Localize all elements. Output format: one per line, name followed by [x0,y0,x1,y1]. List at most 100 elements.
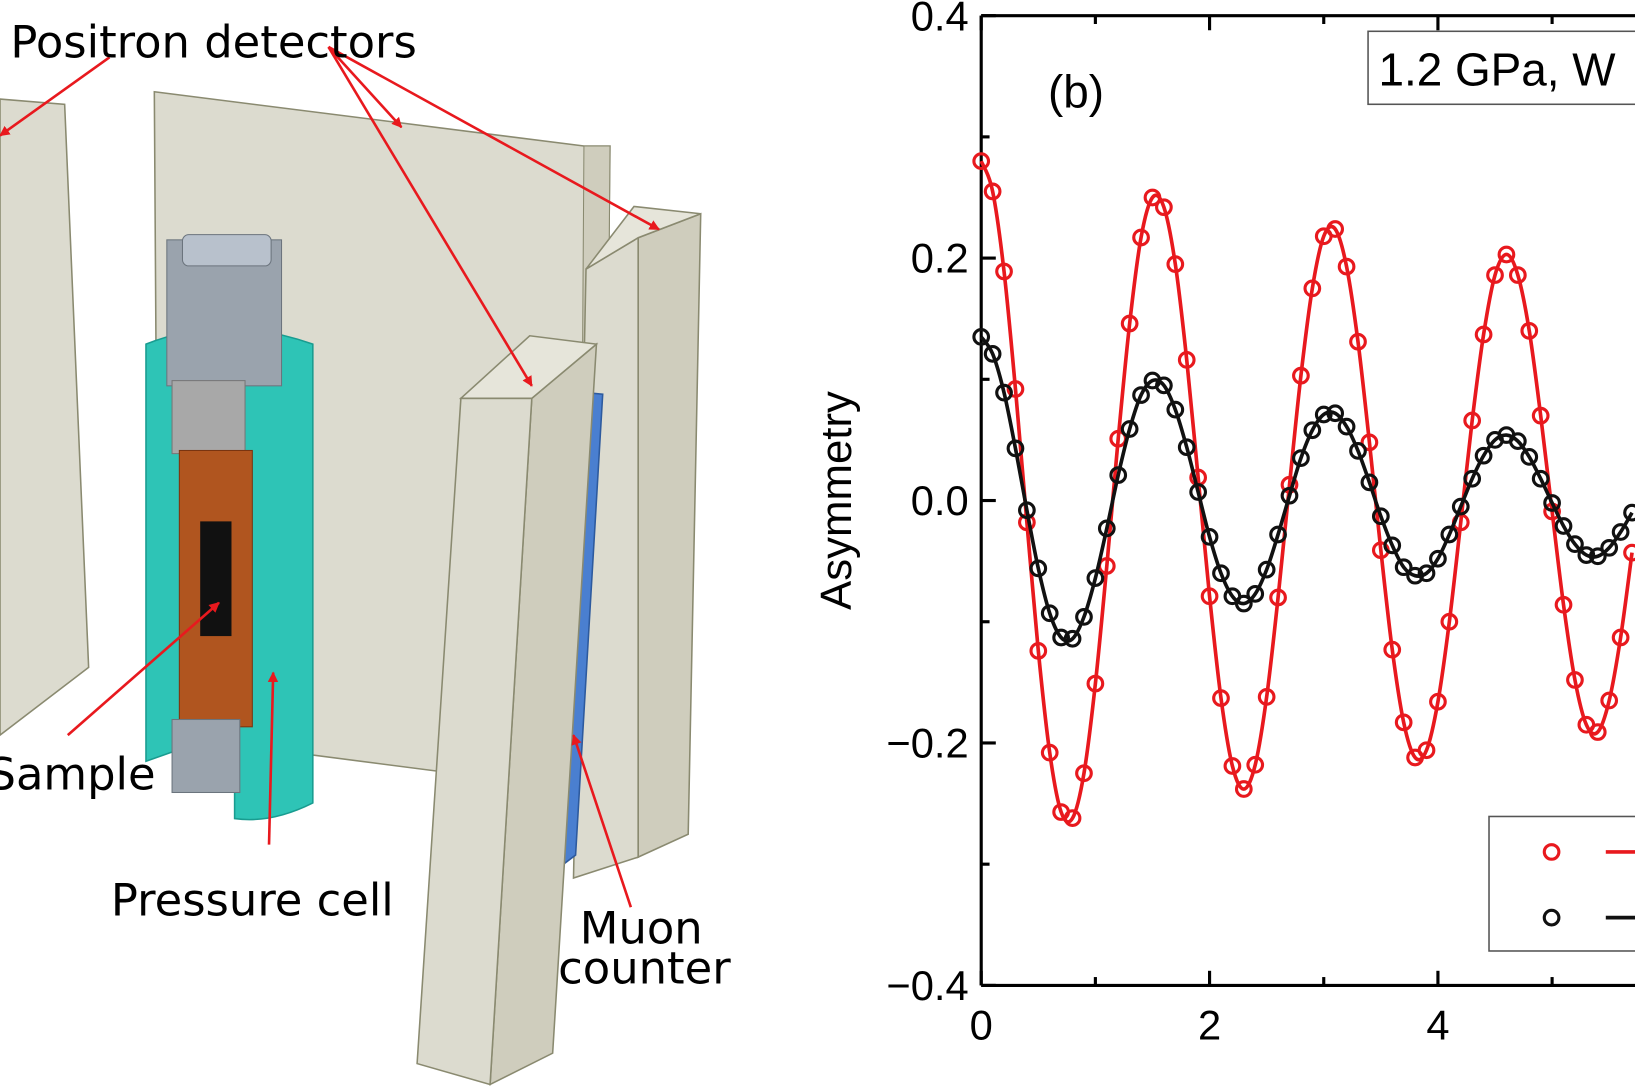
data-point [1200,528,1219,546]
data-point [1143,188,1162,207]
data-point [1417,564,1436,583]
data-point [1269,588,1287,607]
legend-marker [1542,843,1561,861]
data-point [1611,523,1630,541]
data-point [1029,559,1048,578]
apparatus-drawing [0,90,702,1086]
data-point [1155,376,1173,395]
data-point [1349,441,1367,460]
data-point [1383,536,1402,555]
data-point [1200,587,1219,606]
x-tick-label: 0 [970,1002,993,1049]
y-tick-label: 0.2 [911,235,969,282]
data-point [1040,604,1059,623]
data-point [1543,494,1561,512]
data-point [1463,411,1482,430]
data-point [1212,564,1230,583]
data-point [1531,406,1550,425]
y-tick-label: 0.4 [911,0,969,39]
data-point [1360,433,1379,452]
data-point [1371,507,1390,526]
data-point [1132,228,1150,247]
data-point [1337,417,1356,436]
data-point [1292,366,1310,385]
data-point [1075,764,1093,783]
y-tick-label: −0.4 [886,962,968,1009]
data-point [1600,691,1619,710]
data-point [1303,421,1322,440]
data-point [1018,501,1036,520]
data-point [1155,198,1173,217]
data-point [1406,566,1424,585]
data-point [1120,420,1139,438]
legend-marker [1542,908,1561,927]
data-point [1326,220,1345,238]
data-point [1063,809,1082,827]
data-point [1429,692,1447,711]
data-point [1497,245,1516,264]
panel-label: (b) [1048,65,1104,117]
data-point [1486,266,1504,284]
data-point [1440,525,1459,544]
data-point [1029,641,1048,660]
label-sample: Sample [0,747,156,800]
data-point [1463,469,1482,488]
data-point [995,383,1013,402]
data-point [1166,400,1185,419]
data-point [1234,594,1253,613]
data-point [1120,314,1139,333]
data-point [1520,448,1539,466]
data-point [983,344,1002,363]
data-point [1292,449,1310,467]
data-point [1440,612,1459,631]
label-positron-detectors: Positron detectors [10,15,416,68]
data-point [1349,332,1367,351]
data-point [983,182,1002,201]
data-point [1508,432,1527,450]
data-point [1326,404,1345,423]
data-point [1577,546,1596,564]
y-tick-label: −0.2 [886,720,968,767]
data-point [1623,503,1635,522]
legend-box [1488,815,1635,952]
data-point [1257,688,1276,706]
data-point [1086,569,1105,587]
label-pressure-cell: Pressure cell [111,874,394,927]
data-point [1052,628,1070,647]
data-point [1623,543,1635,562]
data-point [1109,466,1128,484]
data-point [1314,405,1333,424]
y-axis-label: Asymmetry [812,391,861,610]
data-point [1554,595,1573,614]
data-point [1429,549,1447,568]
data-point [1097,519,1116,538]
fit-line [979,160,1634,824]
data-point [1234,780,1253,798]
data-point [1063,629,1082,648]
data-point [1212,689,1230,707]
data-point [1474,446,1493,465]
data-point [1257,560,1276,579]
data-point [1303,279,1322,298]
arrows [0,45,660,908]
data-point [1417,741,1436,760]
data-point [1508,266,1527,284]
data-point [1337,257,1356,276]
label-muon: Muon [580,902,703,955]
data-point [1280,486,1299,505]
data-point [1166,255,1185,274]
data-point [1006,380,1025,398]
annotation-box [1367,30,1635,106]
data-point [1223,757,1242,775]
data-point [1006,439,1025,458]
data-point [1566,671,1584,689]
data-point [1588,547,1607,566]
data-point [1040,743,1059,762]
data-point [1474,325,1493,344]
y-tick-label: 0.0 [911,477,969,524]
data-point [1086,674,1105,693]
x-tick-label: 4 [1426,1002,1449,1049]
label-counter: counter [558,941,731,994]
data-point [1600,538,1619,557]
